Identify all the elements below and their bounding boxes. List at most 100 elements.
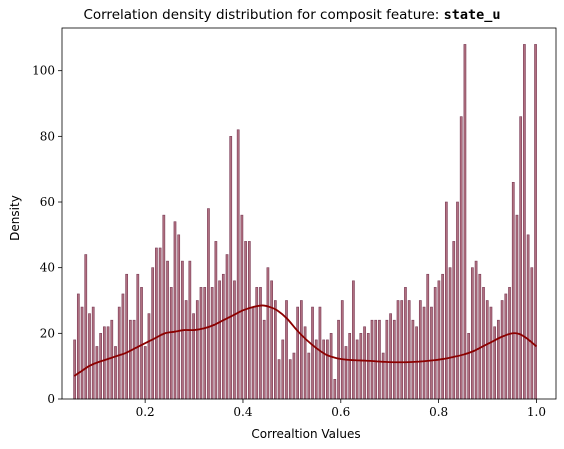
histogram-bar [226,255,228,399]
y-tick-label: 60 [40,195,55,209]
histogram-bar [289,360,291,399]
histogram-bar [475,261,477,399]
histogram-bar [423,307,425,399]
histogram-bar [88,314,90,399]
histogram-bar [159,248,161,399]
histogram-bar [152,268,154,399]
histogram-bar [523,44,525,399]
histogram-bar [230,136,232,399]
histogram-bar [464,44,466,399]
histogram-bar [193,314,195,399]
histogram-bar [122,294,124,399]
histogram-bar [445,202,447,399]
histogram-bar [505,294,507,399]
chart-title: Correlation density distribution for com… [83,7,500,23]
x-tick-label: 1.0 [527,405,546,419]
histogram-bar [241,215,243,399]
histogram-bar [453,241,455,399]
histogram-bar [349,333,351,399]
plot-frame [62,28,556,399]
histogram-bar [140,287,142,399]
y-axis-ticks: 0 20 40 60 80 100 [32,64,62,406]
histogram-bar [456,202,458,399]
x-axis-label: Correaltion Values [251,427,360,441]
histogram-bar [237,130,239,399]
histogram-bar [185,301,187,400]
y-tick-label: 40 [40,261,55,275]
histogram-bar [133,320,135,399]
histogram-bar [408,301,410,400]
y-tick-label: 0 [47,392,55,406]
histogram-bar [427,274,429,399]
histogram-bar [512,182,514,399]
histogram-bar [397,301,399,400]
histogram-bar [215,241,217,399]
chart-title-main: Correlation density distribution for com… [83,7,443,23]
chart-title-feature: state_u [444,7,501,23]
histogram-bar [378,320,380,399]
histogram-bar [126,274,128,399]
histogram-bar [382,353,384,399]
histogram-bar [416,327,418,399]
histogram-bar [341,301,343,400]
histogram-bar [96,346,98,399]
histogram-bar [222,274,224,399]
histogram-bar [319,307,321,399]
histogram-bar [271,281,273,399]
histogram-bar [100,333,102,399]
histogram-bar [390,314,392,399]
histogram-bar [278,360,280,399]
histogram-bar [334,379,336,399]
histogram-bar [330,333,332,399]
histogram-bar [364,327,366,399]
histogram-bar [233,281,235,399]
histogram-bar [211,287,213,399]
histogram-bar [219,281,221,399]
histogram-bar [148,314,150,399]
histogram-bar [308,353,310,399]
histogram-bar [434,287,436,399]
histogram-bar [196,301,198,400]
histogram-bar [256,287,258,399]
histogram-bar [386,320,388,399]
histogram-bar [449,268,451,399]
histogram-bar [107,327,109,399]
x-tick-label: 0.4 [233,405,252,419]
histogram-bar [114,346,116,399]
histogram-bar [479,274,481,399]
histogram-bar [300,301,302,400]
histogram-bar [174,222,176,399]
histogram-bar [345,346,347,399]
histogram-bar [531,268,533,399]
x-tick-label: 0.6 [331,405,350,419]
histogram-bar [297,307,299,399]
histogram-bar [494,327,496,399]
histogram-bar [170,287,172,399]
histogram-bar [311,307,313,399]
histogram-bar [360,333,362,399]
histogram-bar [471,268,473,399]
histogram-bar [375,320,377,399]
histogram-bar [92,307,94,399]
histogram-bar [111,320,113,399]
x-tick-label: 0.2 [136,405,155,419]
histogram-bar [259,287,261,399]
histogram-bars [74,44,537,399]
histogram-bar [144,346,146,399]
histogram-bar [204,287,206,399]
histogram-bar [118,307,120,399]
histogram-bar [356,340,358,399]
histogram-bar [401,301,403,400]
histogram-bar [501,301,503,400]
histogram-bar [81,307,83,399]
histogram-bar [178,235,180,399]
histogram-bar [490,307,492,399]
histogram-bar [460,117,462,399]
histogram-bar [516,215,518,399]
histogram-bar [245,241,247,399]
y-tick-label: 100 [32,64,55,78]
histogram-bar [323,340,325,399]
histogram-bar [163,215,165,399]
histogram-bar [367,333,369,399]
